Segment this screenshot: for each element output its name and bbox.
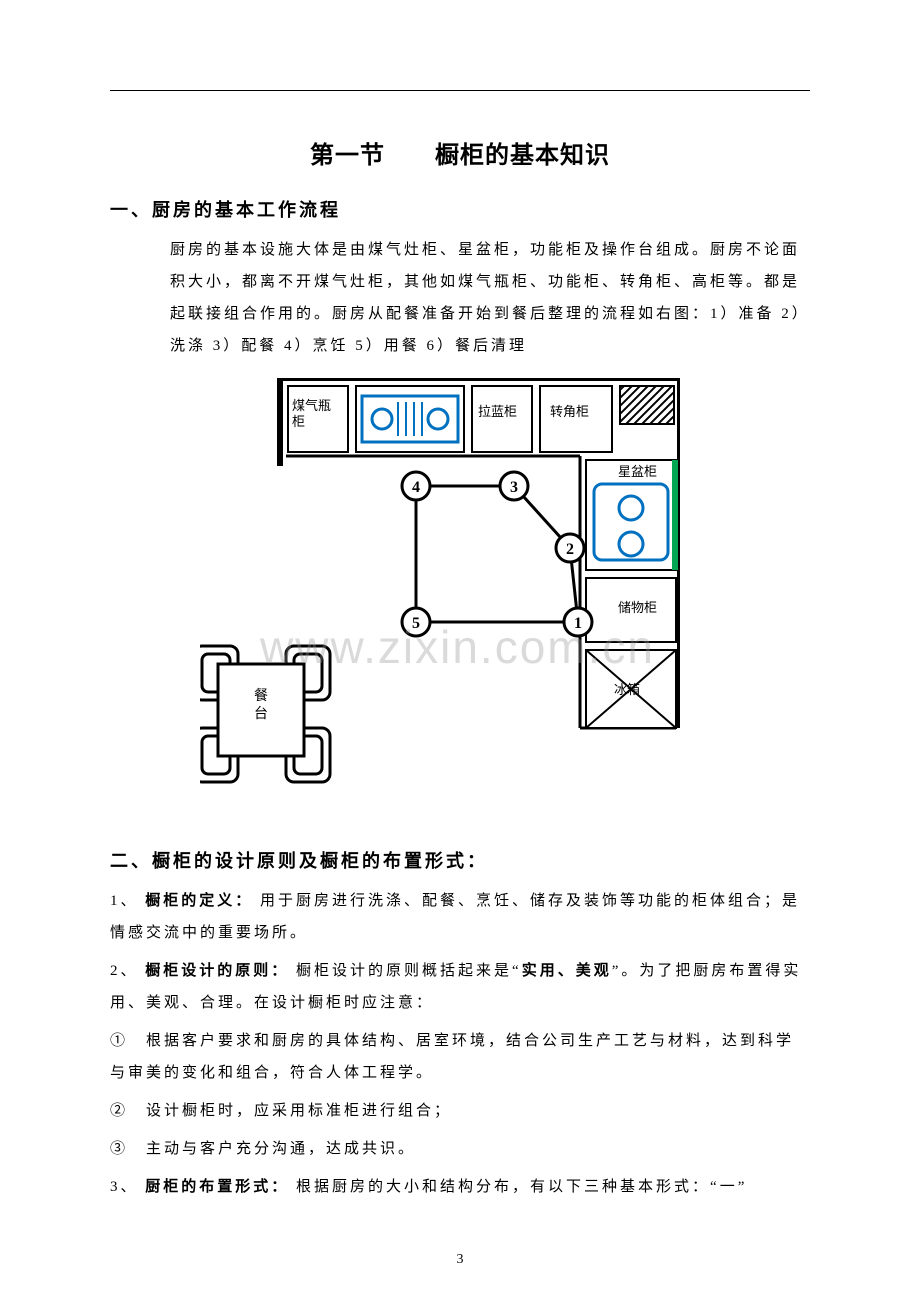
svg-text:餐: 餐 <box>254 688 268 704</box>
item-lead: ① <box>110 1033 128 1049</box>
item-strong: 橱柜设计的原则： <box>145 962 289 979</box>
top-rule <box>110 90 810 91</box>
list-item: 3、 厨柜的布置形式： 根据厨房的大小和结构分布，有以下三种基本形式：“一” <box>110 1171 810 1203</box>
list-item: ② 设计橱柜时，应采用标准柜进行组合； <box>110 1095 810 1127</box>
svg-text:柜: 柜 <box>292 414 305 429</box>
page-title: 第一节 橱柜的基本知识 <box>110 135 810 170</box>
item-lead: 3、 <box>110 1179 139 1195</box>
item-strong2: 实用、美观 <box>522 962 612 979</box>
list-item: ① 根据客户要求和厨房的具体结构、居室环境，结合公司生产工艺与材料，达到科学与审… <box>110 1025 810 1089</box>
item-lead: 2、 <box>110 963 139 979</box>
list-item: 1、 橱柜的定义： 用于厨房进行洗涤、配餐、烹饪、储存及装饰等功能的柜体组合；是… <box>110 885 810 949</box>
item-lead: 1、 <box>110 893 139 909</box>
item-text: 根据客户要求和厨房的具体结构、居室环境，结合公司生产工艺与材料，达到科学与审美的… <box>110 1033 794 1081</box>
list-item: ③ 主动与客户充分沟通，达成共识。 <box>110 1133 810 1165</box>
svg-text:储物柜: 储物柜 <box>618 600 657 615</box>
svg-text:台: 台 <box>254 706 268 722</box>
item-text: 橱柜设计的原则概括起来是“ <box>296 963 522 979</box>
item-text: 根据厨房的大小和结构分布，有以下三种基本形式：“一” <box>296 1179 747 1195</box>
item-lead: ③ <box>110 1141 128 1157</box>
svg-text:转角柜: 转角柜 <box>550 404 589 419</box>
section1-para: 厨房的基本设施大体是由煤气灶柜、星盆柜，功能柜及操作台组成。厨房不论面积大小，都… <box>170 234 810 362</box>
item-text: 主动与客户充分沟通，达成共识。 <box>146 1141 416 1157</box>
svg-text:拉蓝柜: 拉蓝柜 <box>478 404 517 419</box>
section2-heading: 二、橱柜的设计原则及橱柜的布置形式： <box>110 847 810 873</box>
item-lead: ② <box>110 1103 128 1119</box>
svg-text:星盆柜: 星盆柜 <box>618 464 657 479</box>
svg-text:2: 2 <box>566 541 574 558</box>
item-strong: 厨柜的布置形式： <box>145 1178 289 1195</box>
svg-text:4: 4 <box>412 479 420 496</box>
list-item: 2、 橱柜设计的原则： 橱柜设计的原则概括起来是“实用、美观”。为了把厨房布置得… <box>110 955 810 1019</box>
item-text: 设计橱柜时，应采用标准柜进行组合； <box>146 1103 452 1119</box>
svg-text:3: 3 <box>510 479 518 496</box>
section2-list: 1、 橱柜的定义： 用于厨房进行洗涤、配餐、烹饪、储存及装饰等功能的柜体组合；是… <box>110 885 810 1203</box>
svg-text:5: 5 <box>412 615 420 632</box>
svg-text:1: 1 <box>574 615 582 632</box>
kitchen-diagram: 煤气瓶柜拉蓝柜转角柜星盆柜储物柜冰箱12345餐台 <box>200 378 810 823</box>
svg-text:煤气瓶: 煤气瓶 <box>292 398 331 413</box>
item-strong: 橱柜的定义： <box>145 892 253 909</box>
section1-heading: 一、厨房的基本工作流程 <box>110 196 810 222</box>
page-number: 3 <box>0 1252 920 1268</box>
